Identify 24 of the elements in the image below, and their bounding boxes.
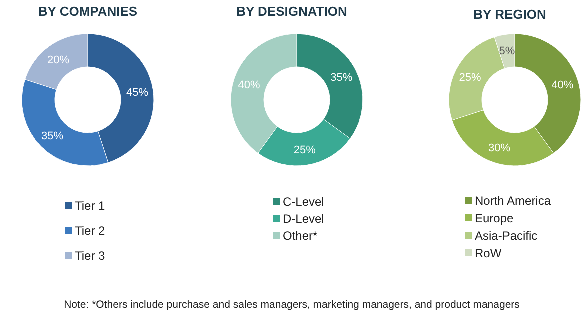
text: Note: *Others include purchase and sales managers, marketing managers, and product managers <box>64 299 520 311</box>
data-label: 30% <box>488 142 511 155</box>
data-label: 5% <box>499 45 516 58</box>
data-label: 35% <box>42 130 64 142</box>
data-label: 40% <box>552 79 574 92</box>
legend-label: Other* <box>283 229 318 244</box>
legend-label: C-Level <box>283 195 324 210</box>
legend-label: Asia-Pacific <box>475 229 538 244</box>
data-label: 35% <box>330 72 353 84</box>
legend-label: North America <box>475 194 552 208</box>
data-label: 45% <box>126 87 149 100</box>
data-label: 20% <box>48 54 70 66</box>
chart-title: BY COMPANIES <box>38 4 138 19</box>
legend-label: Tier 3 <box>75 249 106 264</box>
chart-title: BY DESIGNATION <box>236 4 348 19</box>
data-label: 25% <box>294 144 316 156</box>
data-label: 25% <box>459 72 482 84</box>
data-label: 40% <box>238 79 261 92</box>
chart-title: BY REGION <box>474 7 546 22</box>
legend-label: Tier 1 <box>75 199 106 214</box>
legend-label: Tier 2 <box>75 224 106 238</box>
legend-label: D-Level <box>283 212 324 226</box>
legend-label: RoW <box>475 246 502 261</box>
legend-label: Europe <box>475 212 514 226</box>
